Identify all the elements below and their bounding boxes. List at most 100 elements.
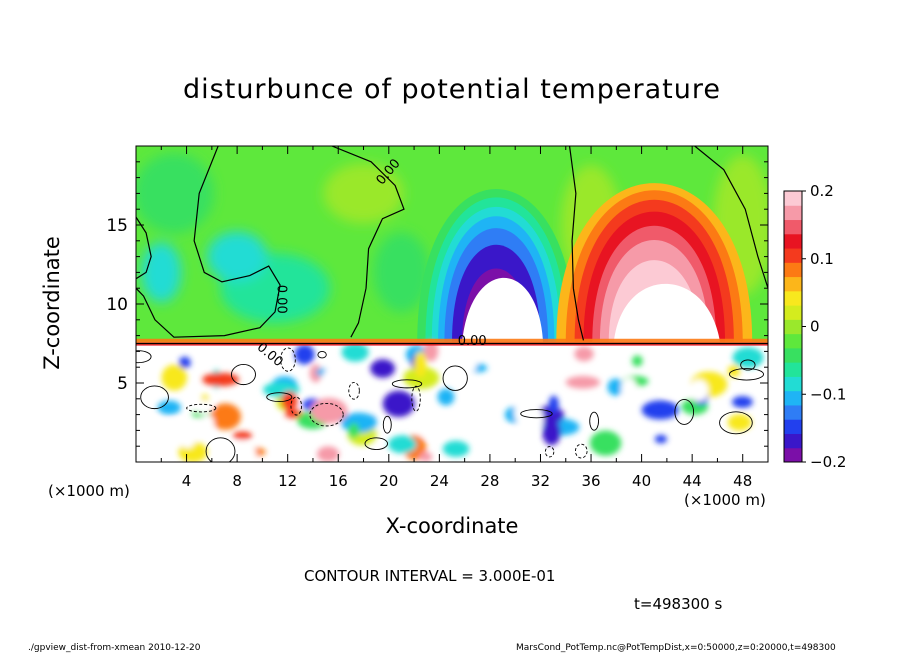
lower-contour <box>719 411 753 435</box>
contour-line <box>136 216 152 280</box>
lower-blob <box>137 423 152 439</box>
lower-contour <box>544 446 555 458</box>
lower-contour <box>136 350 152 364</box>
colorbar-swatch <box>784 233 802 249</box>
lower-blob <box>388 435 417 454</box>
lower-blob <box>542 419 561 446</box>
lower-blob <box>160 420 183 440</box>
lower-blob <box>565 375 601 389</box>
boundary-red-layer <box>136 342 768 346</box>
x-tick-label: 36 <box>581 472 600 490</box>
colorbar-swatch <box>784 333 802 349</box>
contour-label: 0.00 <box>458 334 487 349</box>
lower-blob <box>180 432 196 449</box>
x-tick-label: 12 <box>278 472 297 490</box>
lower-blob <box>382 390 415 417</box>
x-unit-label-right: (×1000 m) <box>684 491 766 509</box>
contour-line <box>136 146 281 338</box>
colorbar-swatch <box>784 447 802 463</box>
lower-blob <box>281 391 298 412</box>
lower-contour <box>364 437 388 450</box>
chart-title: disturbunce of potential temperature <box>183 74 721 105</box>
lower-blob <box>514 401 536 426</box>
lower-blob <box>499 429 526 452</box>
lower-contour <box>280 347 296 372</box>
upper-blob <box>141 242 182 303</box>
lower-contour <box>186 403 217 413</box>
colorbar-swatch <box>784 319 802 335</box>
time-label: t=498300 s <box>634 595 723 613</box>
lower-contour <box>348 381 360 400</box>
x-tick-label: 40 <box>632 472 651 490</box>
y-tick-label: 5 <box>117 374 128 394</box>
x-tick-label: 44 <box>683 472 702 490</box>
lower-blob <box>309 364 322 383</box>
lower-blob <box>178 356 191 369</box>
lower-blob <box>727 413 752 431</box>
lower-blob <box>403 366 440 390</box>
x-tick-label: 48 <box>733 472 752 490</box>
field-lower-blobs <box>136 340 764 462</box>
colorbar-swatch <box>784 305 802 320</box>
contour-line <box>568 146 585 341</box>
colorbar-tick-label: 0.1 <box>810 250 834 268</box>
footer-script-info: ./gpview_dist-from-xmean 2010-12-20 <box>28 643 201 653</box>
lower-blob <box>442 440 470 457</box>
contour-line <box>331 146 405 338</box>
lower-blob <box>341 342 369 362</box>
lower-blob <box>233 431 252 440</box>
colorbar-tick-label: 0 <box>810 318 820 336</box>
colorbar-swatch <box>784 362 802 377</box>
lower-blob <box>316 446 340 462</box>
colorbar-swatch <box>784 191 802 206</box>
warm-plume-core <box>613 283 720 342</box>
lower-contour <box>309 402 344 427</box>
cold-plume <box>417 189 576 342</box>
lower-contour <box>317 350 327 359</box>
lower-blob <box>462 356 477 373</box>
lower-blob <box>209 403 241 430</box>
x-tick-label: 16 <box>329 472 348 490</box>
footer-file-info: MarsCond_PotTemp.nc@PotTempDist,x=0:5000… <box>516 643 836 653</box>
x-tick-label: 32 <box>531 472 550 490</box>
lower-blob <box>727 364 741 378</box>
lower-blob <box>731 396 753 408</box>
lower-blob <box>419 451 433 462</box>
lower-contour <box>266 392 293 402</box>
colorbar-swatch <box>784 390 802 406</box>
lower-contour <box>574 443 588 459</box>
colorbar-tick-label: −0.1 <box>810 385 846 403</box>
lower-contour <box>411 385 421 412</box>
colorbar-swatch <box>784 290 802 306</box>
lower-blob <box>732 347 764 369</box>
x-tick-label: 8 <box>232 472 242 490</box>
lower-contour <box>140 385 169 410</box>
lower-contour <box>382 415 392 434</box>
lower-blob <box>370 359 396 378</box>
lower-blob <box>202 372 240 387</box>
colorbar-swatch <box>784 376 802 392</box>
x-tick-label: 28 <box>480 472 499 490</box>
lower-contour <box>290 396 302 416</box>
warm-plume <box>556 183 753 342</box>
contour-lines <box>136 146 768 462</box>
colorbar-swatch <box>784 219 802 235</box>
lower-blob <box>654 434 668 444</box>
x-tick-label: 24 <box>430 472 449 490</box>
colorbar: 0.2 0.1 0 −0.1 −0.2 <box>783 182 846 471</box>
lower-contour <box>729 368 764 381</box>
colorbar-swatch <box>784 276 802 292</box>
colorbar-swatch <box>784 433 802 449</box>
lower-blob <box>294 344 315 365</box>
colorbar-swatch <box>784 205 802 221</box>
lower-contour <box>205 437 236 462</box>
colorbar-swatch <box>784 248 802 263</box>
lower-blob <box>631 355 643 367</box>
upper-blob <box>373 232 430 313</box>
lower-blob <box>193 400 214 414</box>
lower-blob <box>161 364 188 391</box>
colorbar-tick-label: 0.2 <box>810 182 834 200</box>
lower-blob <box>641 400 679 420</box>
lower-contour <box>442 365 468 391</box>
